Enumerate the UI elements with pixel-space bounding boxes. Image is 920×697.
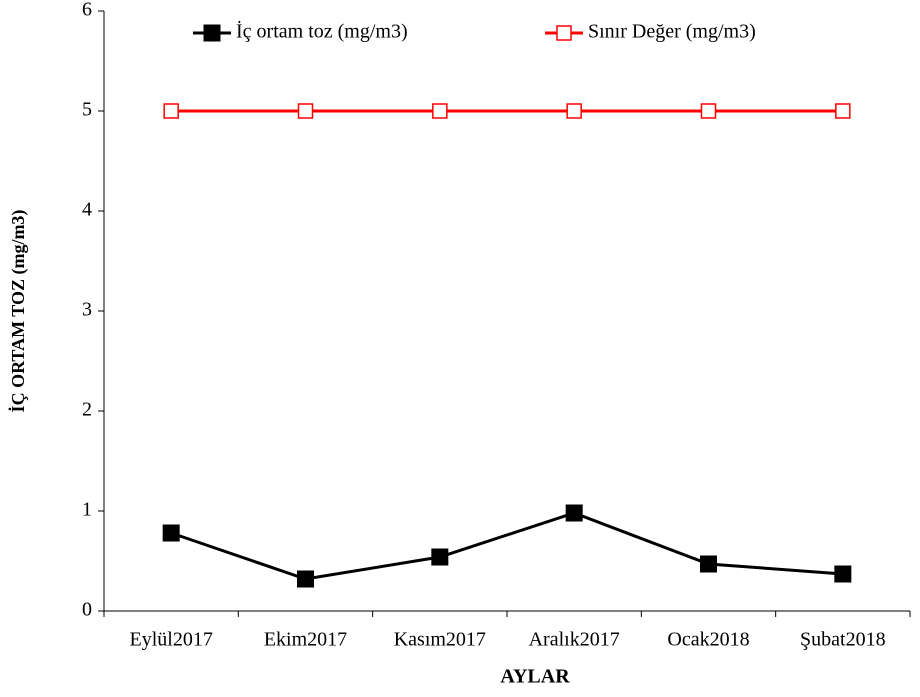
data-point — [163, 103, 179, 119]
series-line — [170, 511, 843, 581]
data-point — [432, 103, 448, 119]
x-tick-label: Eylül2017 — [129, 629, 212, 651]
x-tick-label: Aralık2017 — [529, 629, 620, 651]
y-axis-label: İÇ ORTAM TOZ (mg/m3) — [8, 210, 29, 413]
data-point — [834, 565, 852, 583]
x-tick-label: Ekim2017 — [264, 629, 347, 651]
data-point — [566, 103, 582, 119]
data-point — [700, 103, 717, 119]
y-tick-label: 5 — [82, 99, 92, 121]
y-tick-label: 2 — [82, 399, 92, 421]
data-point — [700, 555, 717, 573]
x-tick-label: Kasım2017 — [394, 629, 486, 651]
data-point — [297, 570, 314, 588]
y-tick-label: 1 — [82, 499, 92, 521]
data-point — [565, 504, 583, 522]
legend-marker — [556, 25, 572, 41]
legend-label: İç ortam toz (mg/m3) — [236, 20, 408, 43]
y-tick-label: 4 — [82, 199, 92, 221]
data-point — [162, 524, 180, 542]
data-point — [835, 103, 851, 119]
y-tick-label: 3 — [82, 299, 92, 321]
data-point — [297, 103, 314, 119]
y-tick-label: 6 — [82, 0, 92, 21]
y-tick-label: 0 — [82, 599, 92, 621]
x-tick-label: Ocak2018 — [667, 629, 749, 651]
legend-label: Sınır Değer (mg/m3) — [588, 21, 756, 43]
x-tick-label: Şubat2018 — [800, 629, 886, 651]
data-point — [431, 548, 449, 566]
x-axis-label: AYLAR — [500, 666, 570, 688]
legend-marker — [203, 24, 221, 42]
